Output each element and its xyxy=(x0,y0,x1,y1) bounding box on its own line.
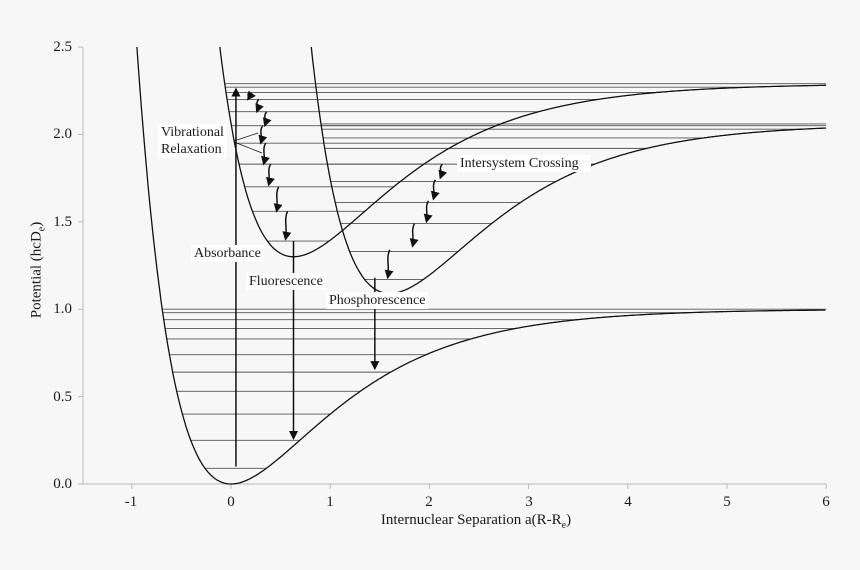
annotation-absorbance: Absorbance xyxy=(191,245,264,262)
intersystem-crossing-arrow xyxy=(438,163,448,180)
x-tick-label: 4 xyxy=(624,494,632,510)
annotation-intersystem-crossing: Intersystem Crossing xyxy=(457,155,591,172)
x-tick-label: 0 xyxy=(227,494,235,510)
annotation-pointer xyxy=(233,132,259,142)
vibrational-relaxation-arrow xyxy=(263,111,272,128)
annotation-vibrational-relaxation: Vibrational Relaxation xyxy=(158,124,227,158)
intersystem-crossing-arrow xyxy=(423,200,433,224)
vibrational-relaxation-arrow xyxy=(246,90,256,101)
potential-curve-ground xyxy=(136,46,826,485)
y-tick-label: 0.5 xyxy=(53,389,72,405)
vibrational-relaxation-arrow xyxy=(258,125,268,145)
x-tick-label: 1 xyxy=(326,494,334,510)
axes xyxy=(78,46,827,489)
x-tick-label: 5 xyxy=(723,494,731,510)
y-axis-label-text: Potential (hcD xyxy=(28,231,45,319)
y-axis-label-end: ) xyxy=(28,221,45,227)
y-axis-label: Potential (hcDe) xyxy=(29,222,48,319)
y-tick-label: 1.5 xyxy=(53,214,72,230)
vibrational-relaxation-arrow xyxy=(273,186,283,213)
potential-curve-singlet xyxy=(219,46,826,258)
annotation-line: Vibrational xyxy=(161,125,224,140)
y-tick-label: 1.0 xyxy=(53,301,72,317)
vibrational-relaxation-arrow xyxy=(255,98,264,114)
annotation-phosphorescence: Phosphorescence xyxy=(326,292,429,309)
x-tick-label: 3 xyxy=(525,494,533,510)
vibrational-relaxation-arrow xyxy=(282,210,292,241)
annotation-line: Relaxation xyxy=(161,142,222,157)
x-axis-label-text: Internuclear Separation a(R-R xyxy=(380,512,562,528)
x-axis-label-end: ) xyxy=(566,512,572,528)
intersystem-crossing-arrow xyxy=(430,179,440,201)
x-axis-label-sub: e xyxy=(561,520,567,531)
vibrational-relaxation-arrow xyxy=(266,163,275,187)
x-tick-label: 2 xyxy=(425,494,433,510)
annotation-pointer xyxy=(233,141,263,154)
potential-curves xyxy=(136,46,827,485)
y-tick-label: 2.5 xyxy=(53,39,72,55)
y-axis-label-sub: e xyxy=(36,226,48,232)
y-tick-label: 2.0 xyxy=(53,126,72,142)
vibrational-levels xyxy=(162,83,827,469)
annotation-fluorescence: Fluorescence xyxy=(246,273,326,290)
x-axis-label: Internuclear Separation a(R-Re) xyxy=(0,512,860,531)
intersystem-crossing-arrow xyxy=(384,249,394,280)
y-tick-label: 0.0 xyxy=(53,476,72,492)
vibrational-relaxation-arrow xyxy=(261,142,270,166)
x-tick-label: -1 xyxy=(124,494,138,510)
intersystem-crossing-arrow xyxy=(409,223,419,248)
x-tick-label: 6 xyxy=(822,494,830,510)
